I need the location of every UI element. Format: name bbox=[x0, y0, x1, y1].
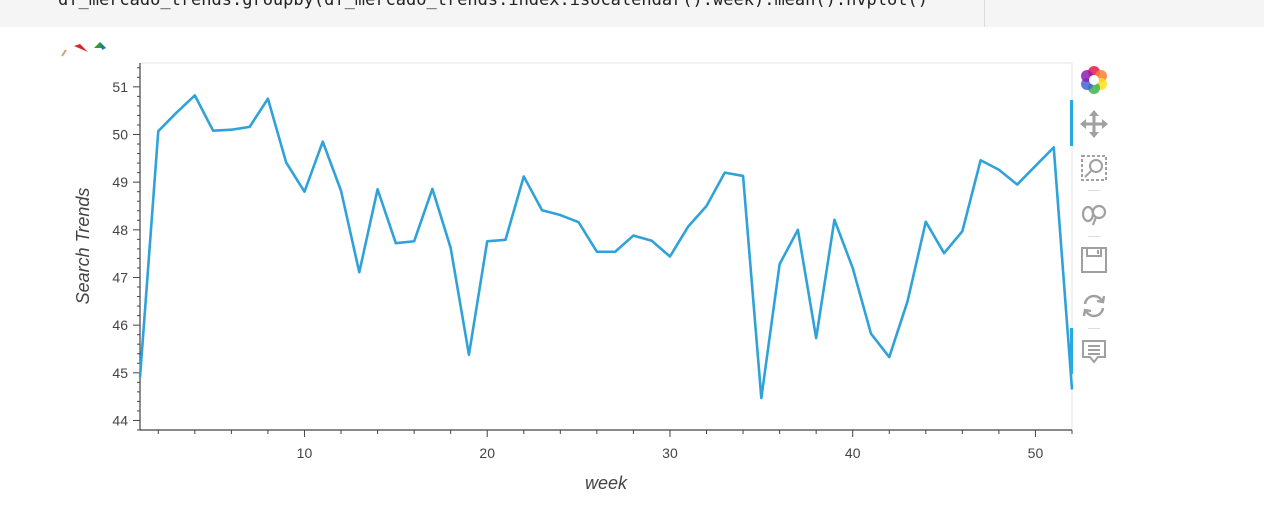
y-tick-label: 44 bbox=[112, 412, 128, 428]
x-tick-label: 30 bbox=[662, 445, 678, 461]
hover-icon[interactable] bbox=[1076, 334, 1112, 370]
wheel-zoom-active-indicator bbox=[1070, 328, 1073, 374]
wheel-zoom-icon[interactable] bbox=[1076, 196, 1112, 232]
x-tick-label: 20 bbox=[479, 445, 495, 461]
plot-toolbar bbox=[1070, 60, 1120, 380]
toolbar-divider bbox=[1088, 190, 1100, 191]
reset-icon[interactable] bbox=[1076, 288, 1112, 324]
toolbar-divider bbox=[1088, 328, 1100, 329]
x-axis-label: week bbox=[585, 473, 628, 493]
y-tick-label: 48 bbox=[112, 222, 128, 238]
box-zoom-icon[interactable] bbox=[1076, 150, 1112, 186]
bokeh-logo-icon[interactable] bbox=[1076, 62, 1112, 98]
y-tick-label: 45 bbox=[112, 365, 128, 381]
x-axis: 10 20 30 40 50 bbox=[140, 429, 1073, 461]
y-axis-label: Search Trends bbox=[73, 188, 93, 305]
move-icon[interactable] bbox=[1076, 106, 1112, 142]
y-axis: 44 45 46 47 48 49 50 51 bbox=[112, 63, 141, 431]
x-tick-label: 40 bbox=[845, 445, 861, 461]
code-divider bbox=[984, 0, 985, 27]
y-tick-label: 51 bbox=[112, 79, 128, 95]
pan-active-indicator bbox=[1070, 100, 1073, 146]
x-tick-label: 10 bbox=[297, 445, 313, 461]
code-cell[interactable]: df_mercado_trends.groupby(df_mercado_tre… bbox=[0, 0, 1264, 27]
y-tick-label: 47 bbox=[112, 269, 128, 285]
y-tick-label: 46 bbox=[112, 317, 128, 333]
y-tick-label: 50 bbox=[112, 126, 128, 142]
code-line: df_mercado_trends.groupby(df_mercado_tre… bbox=[58, 0, 928, 10]
series-line bbox=[138, 94, 1074, 400]
toolbar-divider bbox=[1088, 236, 1100, 237]
y-tick-label: 49 bbox=[112, 174, 128, 190]
save-icon[interactable] bbox=[1076, 242, 1112, 278]
output-logo-icon bbox=[56, 38, 120, 62]
x-tick-label: 50 bbox=[1028, 445, 1044, 461]
plot-frame bbox=[139, 62, 1073, 431]
